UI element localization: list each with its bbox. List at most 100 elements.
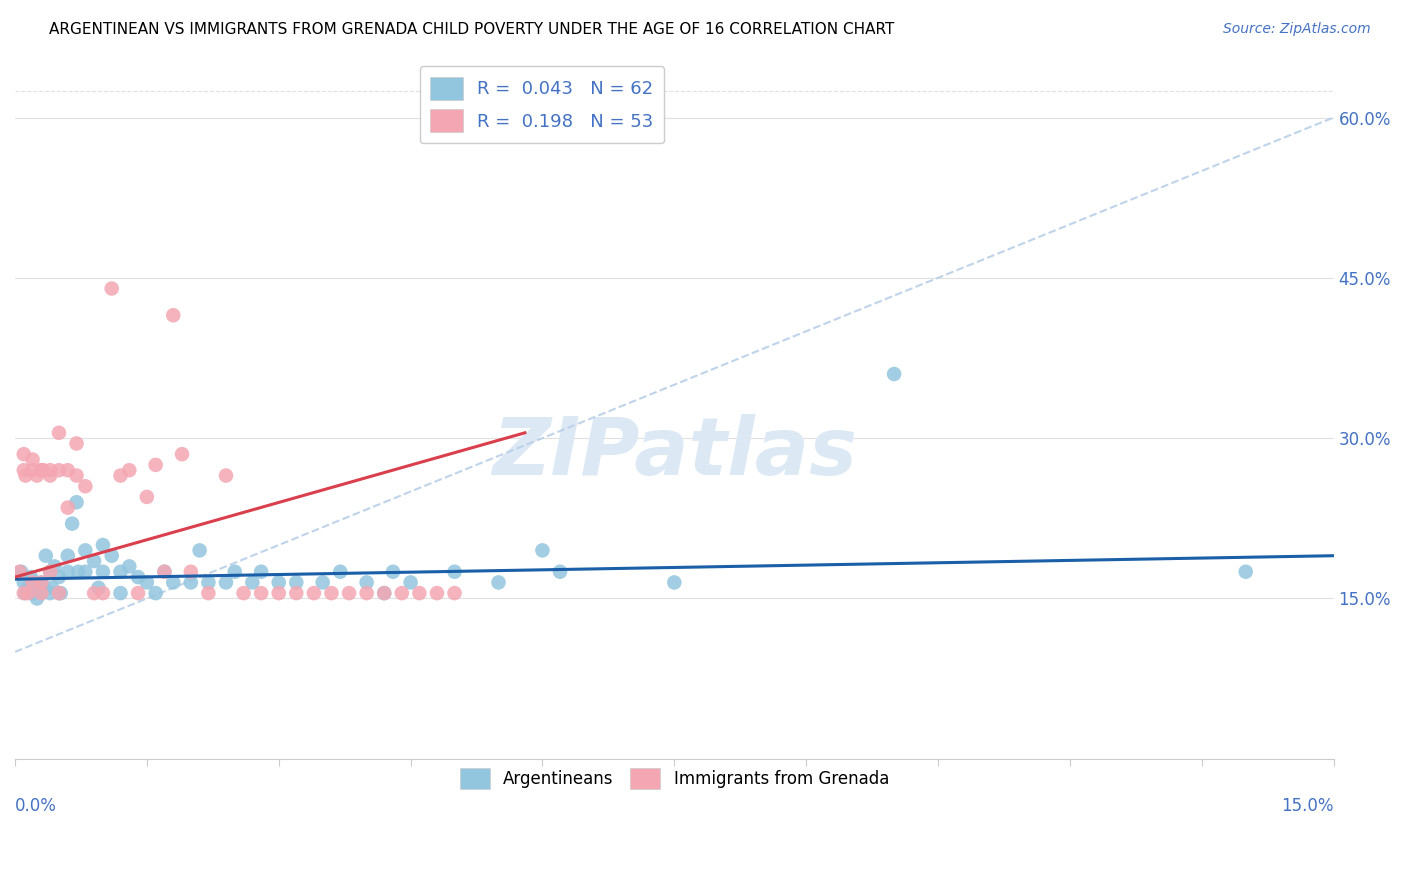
Point	[215, 575, 238, 590]
Point	[60, 516, 83, 531]
Point	[21, 581, 44, 595]
Point	[145, 586, 167, 600]
Point	[135, 490, 157, 504]
Point	[224, 565, 246, 579]
Point	[110, 468, 132, 483]
Point	[17, 581, 39, 595]
Point	[10, 565, 32, 579]
Point	[41, 581, 63, 595]
Point	[356, 575, 378, 590]
Point	[75, 565, 97, 579]
Point	[32, 463, 55, 477]
Point	[30, 586, 52, 600]
Legend: Argentineans, Immigrants from Grenada: Argentineans, Immigrants from Grenada	[450, 757, 898, 799]
Point	[13, 463, 35, 477]
Point	[100, 281, 122, 295]
Point	[48, 570, 70, 584]
Point	[399, 575, 422, 590]
Text: 15.0%: 15.0%	[1281, 797, 1334, 815]
Point	[1234, 565, 1257, 579]
Point	[197, 575, 219, 590]
Point	[14, 468, 37, 483]
Point	[240, 575, 263, 590]
Point	[118, 463, 141, 477]
Point	[488, 575, 510, 590]
Point	[44, 559, 66, 574]
Point	[56, 565, 79, 579]
Point	[531, 543, 554, 558]
Point	[56, 500, 79, 515]
Point	[382, 565, 405, 579]
Point	[91, 565, 114, 579]
Point	[25, 468, 48, 483]
Point	[21, 452, 44, 467]
Point	[48, 425, 70, 440]
Point	[75, 543, 97, 558]
Point	[48, 586, 70, 600]
Point	[162, 308, 184, 322]
Point	[188, 543, 211, 558]
Point	[39, 468, 62, 483]
Point	[22, 575, 45, 590]
Point	[32, 581, 55, 595]
Point	[56, 463, 79, 477]
Point	[267, 575, 290, 590]
Point	[337, 586, 360, 600]
Point	[110, 586, 132, 600]
Point	[127, 586, 149, 600]
Point	[21, 586, 44, 600]
Point	[145, 458, 167, 472]
Point	[153, 565, 176, 579]
Point	[83, 554, 105, 568]
Point	[87, 581, 110, 595]
Point	[232, 586, 254, 600]
Point	[180, 575, 202, 590]
Text: 0.0%: 0.0%	[15, 797, 56, 815]
Point	[30, 575, 52, 590]
Point	[13, 447, 35, 461]
Point	[110, 565, 132, 579]
Point	[135, 575, 157, 590]
Point	[883, 367, 905, 381]
Point	[35, 549, 58, 563]
Point	[13, 575, 35, 590]
Point	[20, 570, 42, 584]
Point	[285, 586, 308, 600]
Point	[39, 463, 62, 477]
Point	[17, 586, 39, 600]
Point	[25, 591, 48, 606]
Point	[56, 549, 79, 563]
Text: Source: ZipAtlas.com: Source: ZipAtlas.com	[1223, 22, 1371, 37]
Point	[118, 559, 141, 574]
Point	[48, 586, 70, 600]
Point	[664, 575, 686, 590]
Point	[39, 565, 62, 579]
Point	[30, 575, 52, 590]
Point	[302, 586, 325, 600]
Point	[153, 565, 176, 579]
Point	[49, 586, 72, 600]
Point	[426, 586, 449, 600]
Point	[356, 586, 378, 600]
Point	[443, 586, 465, 600]
Point	[30, 586, 52, 600]
Point	[312, 575, 335, 590]
Point	[373, 586, 395, 600]
Point	[65, 468, 87, 483]
Point	[321, 586, 343, 600]
Point	[39, 565, 62, 579]
Text: ARGENTINEAN VS IMMIGRANTS FROM GRENADA CHILD POVERTY UNDER THE AGE OF 16 CORRELA: ARGENTINEAN VS IMMIGRANTS FROM GRENADA C…	[49, 22, 894, 37]
Point	[21, 463, 44, 477]
Point	[21, 575, 44, 590]
Point	[329, 565, 352, 579]
Point	[8, 565, 31, 579]
Point	[30, 463, 52, 477]
Point	[285, 575, 308, 590]
Text: ZIPatlas: ZIPatlas	[492, 414, 856, 492]
Point	[197, 586, 219, 600]
Point	[13, 586, 35, 600]
Point	[100, 549, 122, 563]
Point	[14, 586, 37, 600]
Point	[548, 565, 571, 579]
Point	[267, 586, 290, 600]
